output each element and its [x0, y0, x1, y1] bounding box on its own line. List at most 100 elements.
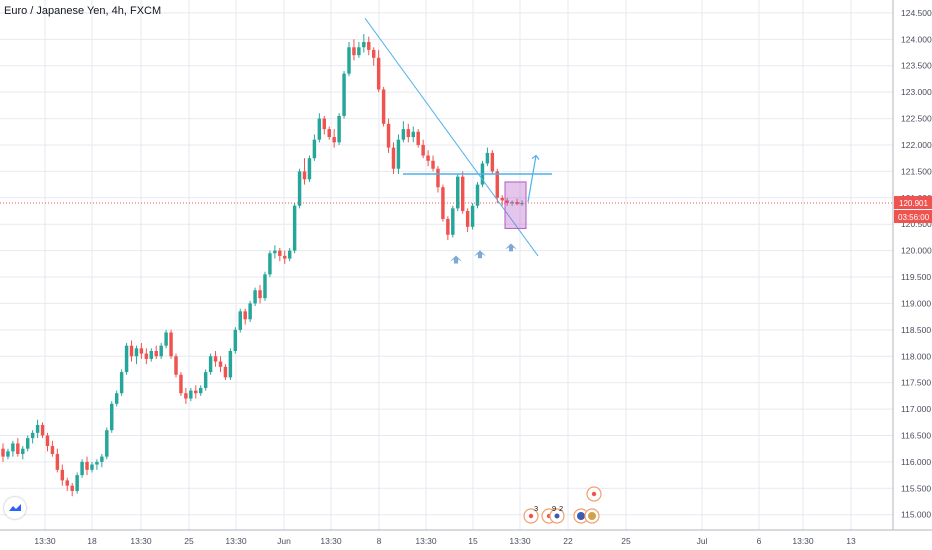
candle-body [297, 171, 302, 206]
candle-body [456, 176, 460, 209]
candle-body [376, 57, 381, 90]
candle-body [406, 129, 411, 138]
candle-body [401, 129, 406, 140]
candle-body [129, 345, 134, 357]
candle-body [470, 205, 475, 227]
candle-body [223, 366, 228, 378]
candle-body [371, 49, 376, 58]
candle-body [515, 202, 519, 205]
x-tick-label: 22 [563, 536, 573, 546]
candle-body [411, 131, 415, 138]
countdown-badge [894, 210, 932, 224]
candle-body [505, 200, 509, 204]
event-count: 2 [559, 504, 563, 513]
x-tick-label: 8 [377, 536, 382, 546]
candle-body [21, 448, 25, 454]
x-tick-label: 18 [87, 536, 97, 546]
chart-title: Euro / Japanese Yen, 4h, FXCM [4, 5, 162, 17]
up-arrow-icon [474, 250, 486, 259]
flag-icon [577, 512, 585, 520]
candle-body [441, 187, 445, 219]
candle-body [198, 387, 203, 394]
candle-body [169, 332, 173, 357]
candle-body [60, 469, 65, 481]
candle-body [495, 171, 500, 198]
candle-body [179, 374, 183, 394]
candle-body [45, 435, 50, 447]
up-arrow-icon [450, 255, 462, 264]
candle-body [154, 350, 158, 357]
candle-body [124, 345, 129, 373]
event-count: 9 [552, 504, 556, 513]
x-tick-label: 13:30 [130, 536, 152, 546]
drawings [0, 17, 893, 264]
candle-body [500, 197, 504, 201]
x-tick-label: 13:30 [320, 536, 342, 546]
x-tick-label: 13:30 [225, 536, 247, 546]
candle-body [75, 475, 79, 491]
candle-body [302, 171, 307, 180]
x-tick-label: 25 [621, 536, 631, 546]
candle-body [347, 47, 351, 74]
candle-body [134, 348, 139, 357]
candle-body [85, 461, 89, 470]
candle-body [90, 464, 94, 470]
tradingview-logo[interactable] [4, 497, 26, 519]
candle-body [426, 155, 430, 161]
candle-body [189, 390, 193, 399]
candle-body [65, 480, 69, 486]
y-tick-label: 121.500 [901, 166, 932, 176]
x-tick-label: 6 [757, 536, 762, 546]
candle-body [218, 361, 223, 367]
candle-body [273, 250, 277, 254]
candle-body [490, 152, 495, 172]
logo-icon [9, 504, 21, 511]
candle-body [396, 139, 401, 169]
candle-body [139, 348, 144, 354]
x-axis: 13:30 18 13:30 25 13:30 Jun 13:30 8 13:30 15 13:30… [0, 529, 932, 546]
candle-body [6, 451, 10, 457]
candle-body [278, 250, 282, 256]
y-tick-label: 120.000 [901, 246, 932, 256]
y-tick-label: 119.500 [901, 272, 931, 282]
candle-body [312, 139, 317, 159]
price-badge [894, 196, 932, 210]
event-dot [554, 513, 560, 519]
candle-body [451, 208, 455, 235]
x-tick-label: 13 [846, 536, 856, 546]
candle-body [475, 184, 480, 206]
y-tick-label: 118.000 [901, 351, 931, 361]
price-badge-label: 120.901 [899, 199, 928, 208]
candle-body [238, 311, 242, 330]
candle-body [460, 176, 465, 211]
y-tick-label: 118.500 [901, 325, 931, 335]
y-axis: 124.500 124.000 123.500 123.000 122.500 122.0… [892, 0, 932, 530]
candle-body [1, 448, 5, 457]
candle-body [317, 118, 322, 140]
candle-body [95, 461, 99, 465]
arrow-head-icon [531, 154, 540, 160]
x-tick-label: 15 [468, 536, 478, 546]
candle-body [105, 430, 109, 457]
event-count: 3 [534, 504, 538, 513]
candle-body [485, 152, 490, 164]
x-tick-label: Jun [277, 536, 291, 546]
up-arrow-icon [505, 243, 517, 252]
candle-body [362, 41, 366, 48]
candle-body [322, 118, 327, 130]
candle-body [144, 353, 149, 359]
y-tick-label: 124.500 [901, 8, 932, 18]
y-tick-label: 117.500 [901, 378, 931, 388]
candle-body [253, 290, 257, 304]
candle-body [307, 158, 312, 180]
candle-body [243, 311, 247, 320]
candle-body [35, 424, 40, 433]
candle-body [367, 41, 371, 50]
event-dot [528, 513, 534, 519]
candle-body [40, 424, 45, 436]
candle-body [228, 350, 233, 378]
y-tick-label: 119.000 [901, 298, 931, 308]
